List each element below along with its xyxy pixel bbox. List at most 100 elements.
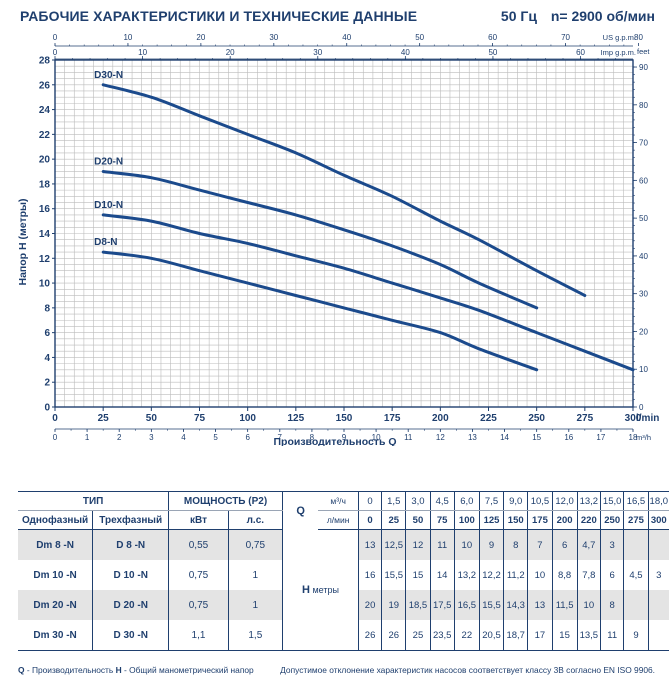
m3h-tick-label: 10 [372, 433, 381, 442]
head-value: 15 [551, 620, 578, 651]
us-gpm-tick-label: 30 [269, 33, 278, 42]
table-row: Dm 20 -N D 20 -N 0,75 1 20 19 18,5 17,5 16,5 15,5… [18, 590, 669, 620]
q-lmin-value: 150 [503, 510, 528, 530]
imp-gpm-tick-label: 30 [313, 48, 322, 57]
head-value: 18,5 [405, 590, 431, 620]
q-m3h-value: 7,5 [478, 491, 504, 511]
imp-gpm-tick-label: 0 [53, 48, 58, 57]
m3h-tick-label: 18 [629, 433, 638, 442]
head-value: 3 [647, 560, 669, 590]
y-tick-label: 24 [39, 105, 51, 116]
q-m3h-value: 13,2 [576, 491, 601, 511]
power-hp: 1,5 [227, 620, 283, 651]
imp-gpm-tick-label: 60 [576, 48, 585, 57]
footer-h-key: H [115, 665, 122, 675]
m3h-tick-label: 2 [117, 433, 122, 442]
three-phase-header: Трехфазный [92, 510, 169, 530]
x-tick-label: 125 [287, 413, 304, 424]
y-axis-label: Напор H (метры) [17, 199, 29, 286]
x-tick-label: 200 [432, 413, 449, 424]
frequency-label: 50 Гц [500, 8, 537, 24]
x-axis-label: Производительность Q [273, 436, 396, 446]
x-tick-label: 250 [528, 413, 545, 424]
head-value: 9 [478, 529, 504, 560]
us-gpm-unit-label: US g.p.m. [603, 33, 636, 42]
head-value: 11 [599, 620, 624, 651]
y-tick-label: 20 [39, 155, 51, 166]
m3h-tick-label: 11 [404, 433, 413, 442]
us-gpm-tick-label: 50 [415, 33, 424, 42]
feet-tick-label: 10 [639, 365, 648, 374]
footer-legend: Q - Производительность H - Общий маномет… [18, 665, 254, 675]
y-tick-label: 6 [44, 328, 50, 339]
chart-series: D30-N D20-N D10-N D8-N [94, 70, 635, 372]
q-m3h-value: 9,0 [503, 491, 528, 511]
m3h-tick-label: 8 [310, 433, 315, 442]
feet-tick-label: 70 [639, 139, 648, 148]
head-value: 11,5 [551, 590, 578, 620]
head-value: 22 [453, 620, 480, 651]
m3h-tick-label: 13 [468, 433, 477, 442]
head-value: 11,2 [503, 560, 528, 590]
q-m3h-value: 15,0 [599, 491, 624, 511]
q-m3h-value: 18,0 [647, 491, 669, 511]
y-tick-label: 4 [44, 353, 50, 364]
q-m3h-value: 16,5 [623, 491, 649, 511]
head-value: 6 [551, 529, 578, 560]
head-value: 17 [527, 620, 553, 651]
q-unit-lmin: л/мин [318, 510, 359, 530]
table-row: Dm 10 -N D 10 -N 0,75 1 16 15,5 15 14 13,2 12,2 11… [18, 560, 669, 590]
m3h-tick-label: 1 [85, 433, 90, 442]
q-label: Q [281, 491, 319, 530]
power-hp: 0,75 [227, 529, 283, 560]
q-m3h-value: 3,0 [405, 491, 431, 511]
y-tick-label: 0 [44, 403, 50, 414]
y-tick-label: 14 [39, 229, 51, 240]
m3h-tick-label: 3 [149, 433, 154, 442]
head-value [623, 590, 649, 620]
y-tick-label: 22 [39, 130, 51, 141]
power-header: МОЩНОСТЬ (P2) [168, 491, 283, 511]
footer-q-key: Q [18, 665, 25, 675]
y-tick-label: 8 [44, 303, 50, 314]
head-value: 25 [405, 620, 431, 651]
x-tick-label: 175 [384, 413, 401, 424]
us-gpm-tick-label: 70 [561, 33, 570, 42]
head-value: 17,5 [429, 590, 455, 620]
hp-header: л.с. [227, 510, 283, 530]
series-line-d20-n [101, 170, 539, 310]
head-value [647, 529, 669, 560]
q-unit-m3h: м³/ч [318, 491, 359, 511]
head-value: 16 [358, 560, 382, 590]
head-value: 15 [405, 560, 431, 590]
x-tick-label: 50 [146, 413, 158, 424]
q-lmin-value: 75 [429, 510, 455, 530]
h-label-cell: H метры [281, 529, 359, 651]
head-value: 18,7 [503, 620, 528, 651]
us-gpm-tick-label: 80 [634, 33, 643, 42]
us-gpm-tick-label: 10 [123, 33, 132, 42]
feet-tick-label: 20 [639, 327, 648, 336]
feet-unit-label: feet [637, 47, 650, 56]
head-value: 10 [453, 529, 480, 560]
table-row: Dm 30 -N D 30 -N 1,1 1,5 26 26 25 23,5 22 20,5 18,… [18, 620, 669, 651]
m3h-tick-label: 17 [596, 433, 605, 442]
m3h-tick-label: 6 [245, 433, 250, 442]
speed-label: n= 2900 об/мин [550, 8, 655, 24]
feet-tick-label: 90 [639, 63, 648, 72]
y-tick-label: 10 [39, 279, 51, 290]
chart-grid [54, 59, 634, 408]
head-value: 8 [599, 590, 624, 620]
series-label-d10-n: D10-N [94, 200, 123, 211]
m3h-tick-label: 7 [278, 433, 283, 442]
m3h-tick-label: 5 [213, 433, 218, 442]
series-line-d10-n [101, 213, 635, 372]
q-lmin-value: 250 [599, 510, 624, 530]
y-tick-label: 16 [39, 204, 51, 215]
three-phase-model: D 10 -N [92, 560, 169, 590]
q-m3h-value: 1,5 [381, 491, 406, 511]
footer-note: Допустимое отклонение характеристик насо… [280, 665, 655, 675]
head-value: 13 [358, 529, 382, 560]
head-value: 13 [527, 590, 553, 620]
